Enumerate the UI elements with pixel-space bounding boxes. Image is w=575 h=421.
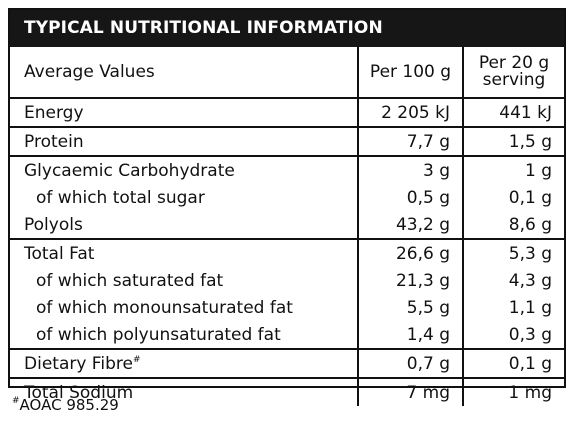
row-per100-value: 1,4 g	[357, 321, 463, 350]
table-row-glycaemic-carbohydrate: Glycaemic Carbohydrate 3 g 1 g	[10, 156, 564, 184]
row-per100-value: 3 g	[357, 156, 463, 184]
row-serving-value: 0,1 g	[462, 184, 564, 211]
table-row-total-sodium: Total Sodium 7 mg 1 mg	[10, 378, 564, 406]
row-label-text: Dietary Fibre	[24, 353, 133, 374]
row-label: of which total sugar	[36, 187, 205, 208]
row-serving-value: 5,3 g	[462, 239, 564, 267]
table-title: TYPICAL NUTRITIONAL INFORMATION	[10, 10, 564, 47]
row-serving-value: 0,3 g	[462, 321, 564, 350]
footnote-marker: #	[12, 396, 20, 406]
row-per100-value: 5,5 g	[357, 294, 463, 321]
footnote-marker: #	[132, 354, 141, 365]
row-serving-value: 441 kJ	[462, 98, 564, 128]
row-serving-value: 1 g	[462, 156, 564, 184]
row-per100-value: 0,7 g	[357, 349, 463, 379]
footnote: #AOAC 985.29	[12, 396, 119, 414]
table-row-polyunsaturated-fat: of which polyunsaturated fat 1,4 g 0,3 g	[10, 321, 564, 350]
nutrition-table: Average Values Per 100 g Per 20 g servin…	[10, 47, 564, 406]
row-label: Total Fat	[24, 243, 95, 264]
nutrition-table-panel: TYPICAL NUTRITIONAL INFORMATION Average …	[8, 8, 566, 406]
column-header-row: Average Values Per 100 g Per 20 g servin…	[10, 47, 564, 99]
row-label: Protein	[10, 127, 358, 157]
table-row-total-fat: Total Fat 26,6 g 5,3 g	[10, 239, 564, 267]
row-label: Glycaemic Carbohydrate	[24, 160, 235, 181]
row-serving-value: 1 mg	[462, 378, 564, 406]
column-header-per-serving: Per 20 g serving	[462, 47, 564, 99]
row-per100-value: 21,3 g	[357, 267, 463, 294]
table-row-dietary-fibre: Dietary Fibre# 0,7 g 0,1 g	[10, 349, 564, 379]
row-serving-value: 4,3 g	[462, 267, 564, 294]
per-serving-line2: serving	[482, 70, 546, 90]
row-per100-value: 26,6 g	[357, 239, 463, 267]
row-serving-value: 1,1 g	[462, 294, 564, 321]
row-serving-value: 0,1 g	[462, 349, 564, 379]
per-serving-line1: Per 20 g	[478, 53, 550, 73]
table-row-protein: Protein 7,7 g 1,5 g	[10, 127, 564, 157]
row-serving-value: 8,6 g	[462, 211, 564, 240]
table-row-energy: Energy 2 205 kJ 441 kJ	[10, 98, 564, 128]
row-per100-value: 0,5 g	[357, 184, 463, 211]
table-row-monounsaturated-fat: of which monounsaturated fat 5,5 g 1,1 g	[10, 294, 564, 321]
row-per100-value: 43,2 g	[357, 211, 463, 240]
row-label: of which polyunsaturated fat	[10, 321, 358, 350]
row-per100-value: 2 205 kJ	[357, 98, 463, 128]
table-row-polyols: Polyols 43,2 g 8,6 g	[10, 211, 564, 240]
row-label: of which saturated fat	[36, 270, 224, 291]
table-row-saturated-fat: of which saturated fat 21,3 g 4,3 g	[10, 267, 564, 294]
row-per100-value: 7,7 g	[357, 127, 463, 157]
column-header-average-values: Average Values	[10, 47, 358, 99]
column-header-per-100g: Per 100 g	[357, 47, 463, 99]
row-label-dietary-fibre: Dietary Fibre#	[10, 349, 358, 379]
row-label: Polyols	[10, 211, 358, 240]
row-label: Total Sodium	[24, 382, 134, 403]
footnote-text: AOAC 985.29	[19, 396, 119, 414]
row-label: of which monounsaturated fat	[36, 297, 293, 318]
row-serving-value: 1,5 g	[462, 127, 564, 157]
row-label: Energy	[10, 98, 358, 128]
table-row-total-sugar: of which total sugar 0,5 g 0,1 g	[10, 184, 564, 211]
row-per100-value: 7 mg	[357, 378, 463, 406]
